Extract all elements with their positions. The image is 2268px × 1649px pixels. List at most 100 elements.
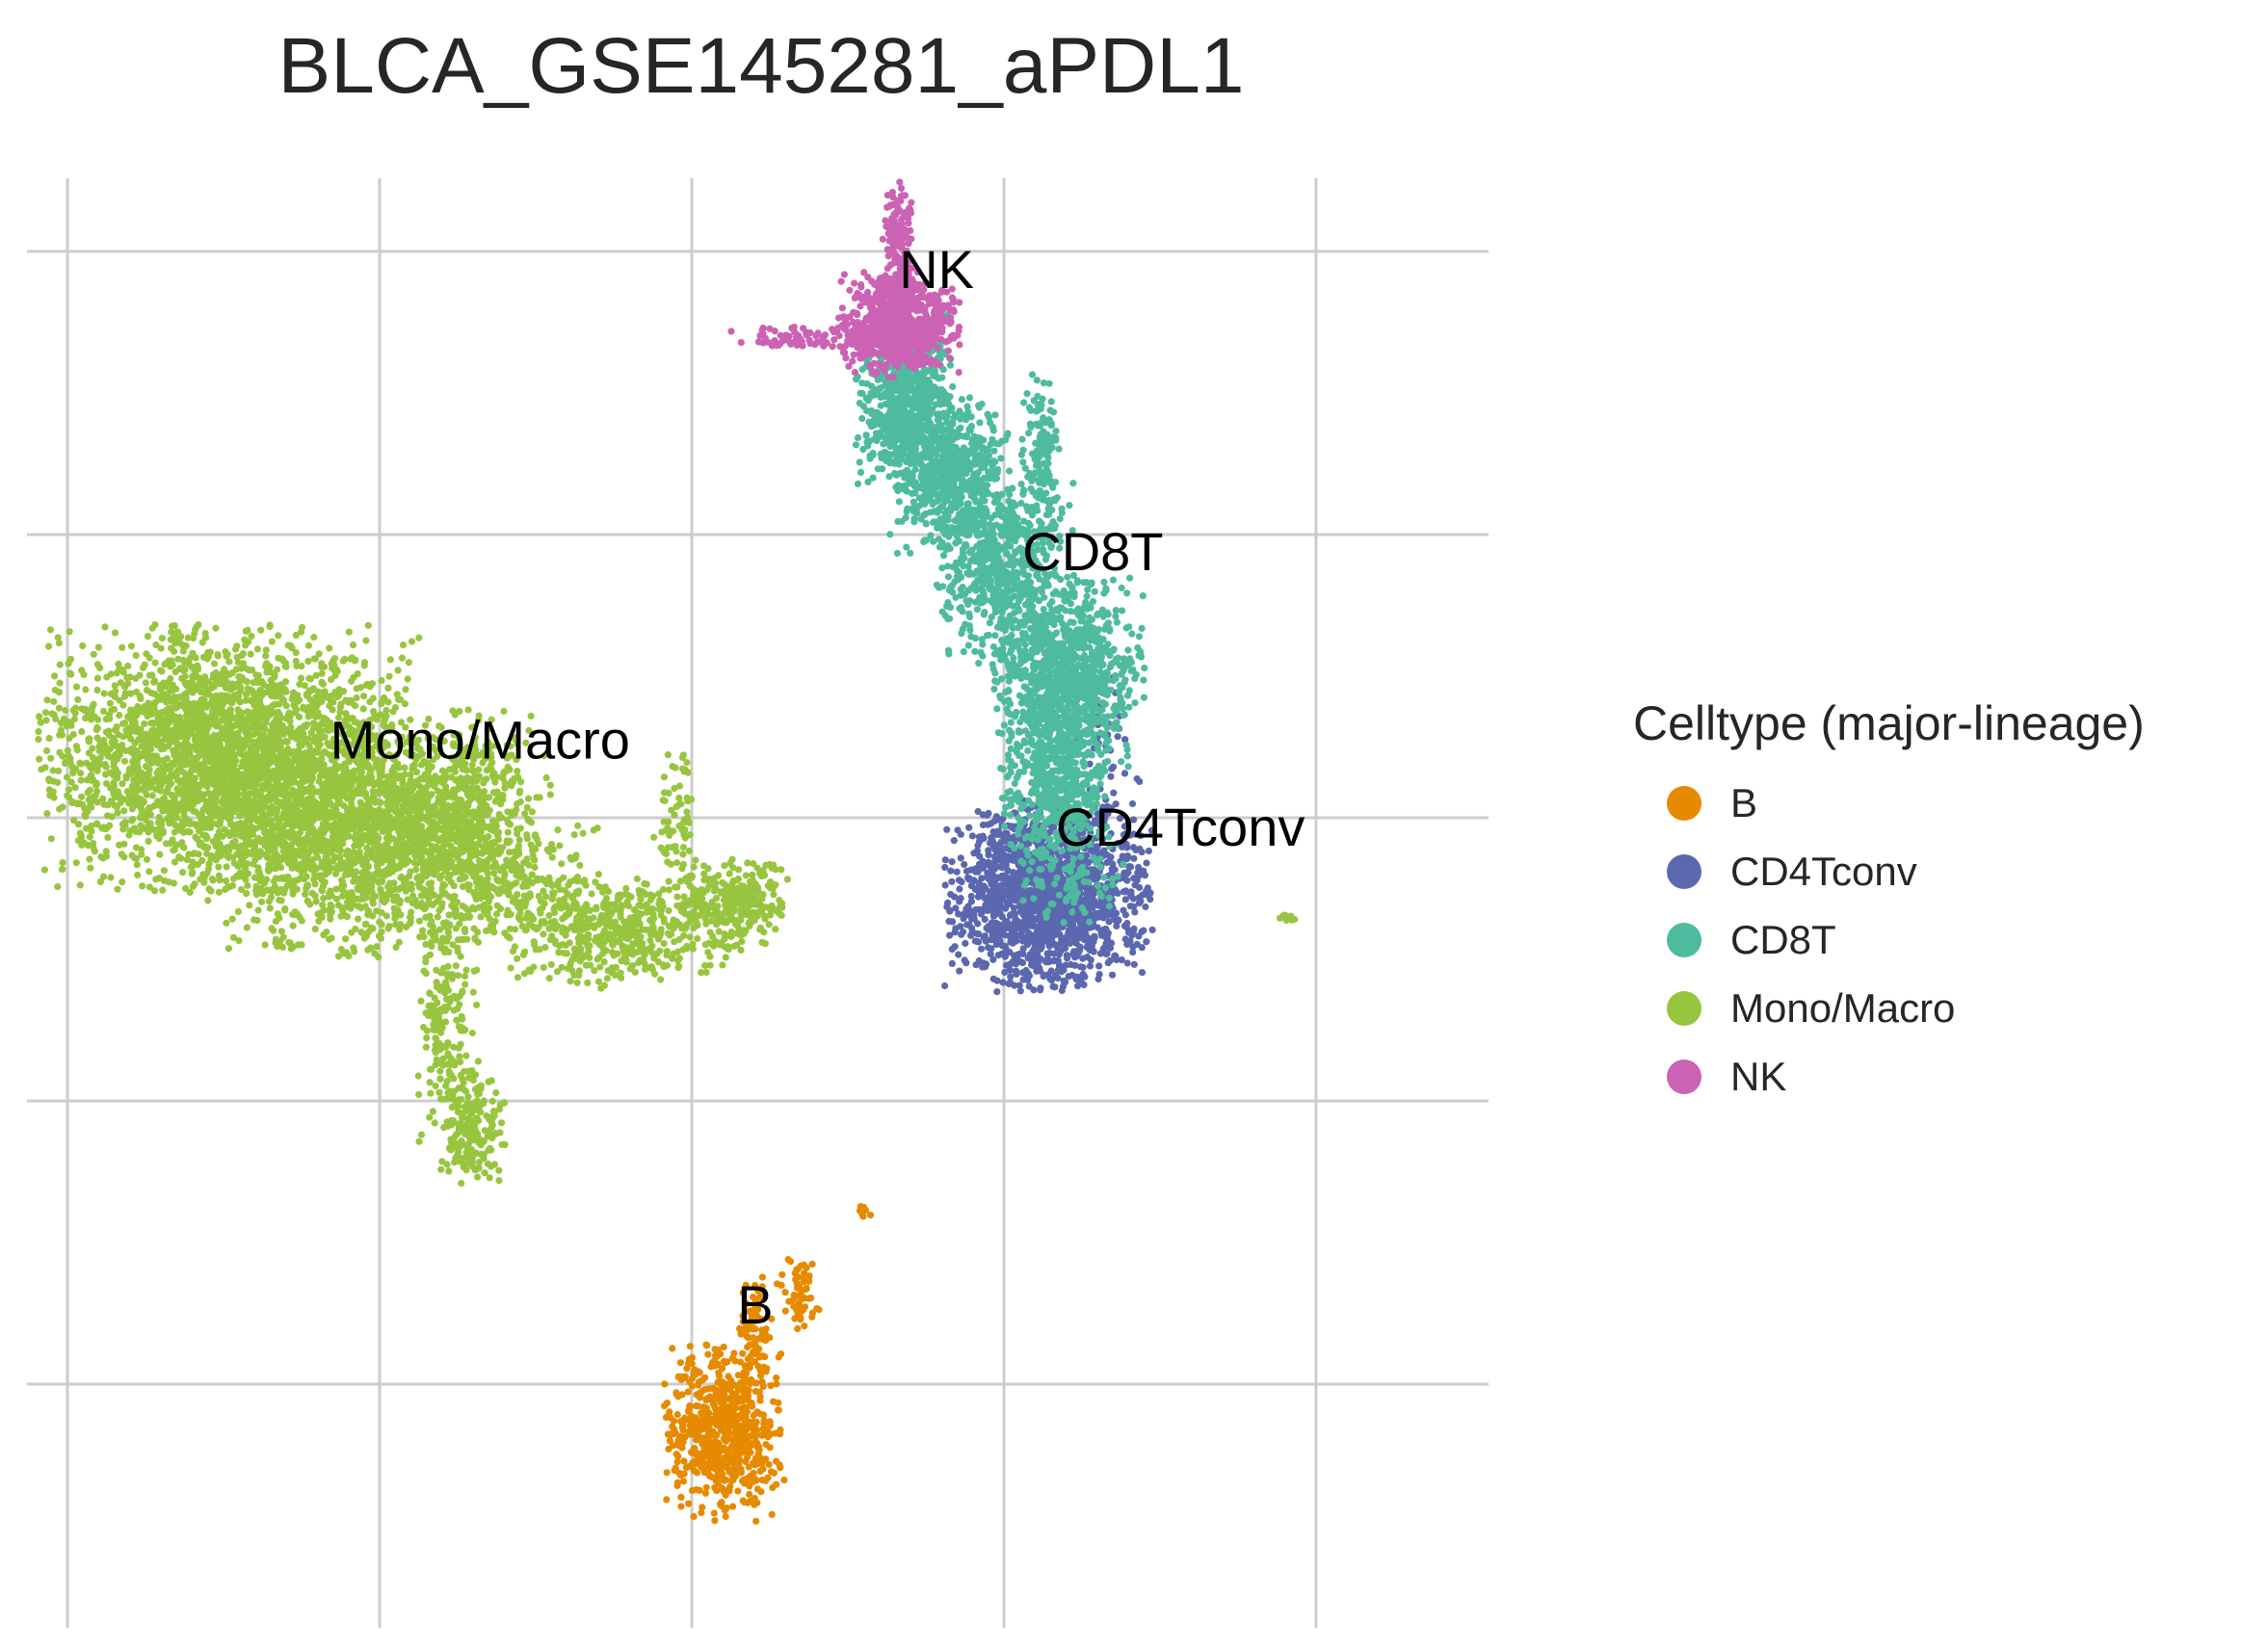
scatter-point (66, 628, 73, 636)
scatter-point (190, 850, 198, 858)
scatter-point (362, 637, 370, 644)
scatter-point (367, 944, 375, 953)
scatter-point (189, 649, 197, 657)
scatter-point (408, 908, 415, 916)
scatter-point (145, 868, 153, 876)
scatter-point (371, 818, 379, 826)
scatter-point (280, 889, 288, 897)
scatter-point (256, 771, 264, 778)
scatter-point (204, 897, 212, 904)
scatter-point (404, 675, 411, 683)
scatter-point (50, 711, 58, 719)
scatter-point (170, 847, 177, 854)
scatter-point (257, 677, 265, 685)
scatter-point (233, 642, 241, 650)
scatter-point (290, 772, 299, 779)
scatter-point (302, 853, 309, 861)
scatter-point (210, 660, 219, 667)
scatter-point (180, 812, 188, 820)
scatter-point (216, 877, 224, 884)
scatter-point (205, 860, 213, 868)
scatter-point (158, 667, 166, 675)
scatter-point (422, 913, 430, 922)
scatter-point (150, 720, 158, 727)
scatter-point (158, 635, 166, 642)
scatter-point (162, 840, 171, 848)
scatter-point (134, 871, 142, 879)
scatter-point (227, 697, 235, 705)
scatter-point (102, 779, 111, 788)
scatter-point (206, 887, 214, 895)
scatter-point (258, 898, 266, 905)
scatter-point (55, 640, 63, 647)
scatter-point (266, 806, 274, 814)
scatter-point (238, 873, 246, 880)
scatter-point (305, 774, 313, 782)
scatter-point (172, 685, 180, 693)
scatter-point (536, 794, 543, 801)
scatter-point (43, 810, 51, 818)
scatter-point (111, 682, 119, 690)
scatter-point (276, 914, 283, 922)
scatter-point (116, 841, 123, 849)
scatter-point (431, 871, 438, 878)
scatter-point (304, 824, 312, 831)
scatter-point (272, 851, 280, 858)
scatter-point (50, 697, 58, 706)
scatter-point (186, 745, 194, 752)
scatter-point (257, 626, 265, 634)
scatter-point (190, 634, 198, 642)
scatter-point (318, 908, 326, 916)
scatter-point (40, 866, 49, 874)
scatter-point (47, 835, 55, 843)
scatter-point (178, 674, 186, 683)
scatter-point (55, 689, 63, 696)
scatter-point (455, 797, 462, 804)
scatter-point (233, 773, 241, 781)
scatter-point (415, 917, 423, 925)
scatter-point (47, 754, 55, 762)
scatter-point (237, 673, 245, 681)
scatter-point (145, 671, 153, 679)
scatter-point (324, 812, 331, 820)
scatter-point (359, 929, 367, 937)
scatter-point (203, 798, 211, 805)
scatter-point (57, 726, 65, 734)
scatter-point (258, 785, 266, 793)
scatter-point (323, 929, 330, 936)
scatter-point (159, 743, 167, 750)
scatter-point (78, 727, 86, 736)
scatter-point (90, 650, 97, 658)
scatter-point (334, 953, 343, 960)
scatter-point (248, 744, 255, 751)
scatter-point (154, 798, 162, 805)
scatter-point (114, 788, 122, 796)
scatter-point (229, 933, 238, 941)
scatter-point (323, 694, 330, 701)
scatter-point (431, 835, 439, 843)
scatter-point (154, 819, 163, 826)
scatter-point (69, 770, 77, 777)
scatter-point (309, 804, 317, 812)
scatter-point (189, 787, 197, 796)
scatter-point (244, 685, 251, 693)
scatter-point (85, 738, 92, 746)
scatter-point (107, 670, 115, 678)
scatter-point (399, 780, 407, 788)
scatter-point (495, 811, 503, 819)
scatter-point (150, 887, 159, 895)
scatter-point (236, 747, 245, 756)
scatter-point (196, 679, 203, 687)
scatter-point (267, 750, 275, 758)
scatter-point (36, 755, 43, 763)
scatter-point (445, 829, 453, 837)
scatter-point (215, 747, 223, 755)
scatter-point (390, 769, 398, 776)
scatter-point (386, 656, 394, 664)
scatter-point (247, 851, 254, 858)
scatter-point (65, 786, 73, 794)
scatter-point (421, 834, 429, 842)
scatter-point (291, 732, 300, 740)
scatter-point (398, 654, 406, 662)
scatter-point (348, 799, 356, 808)
